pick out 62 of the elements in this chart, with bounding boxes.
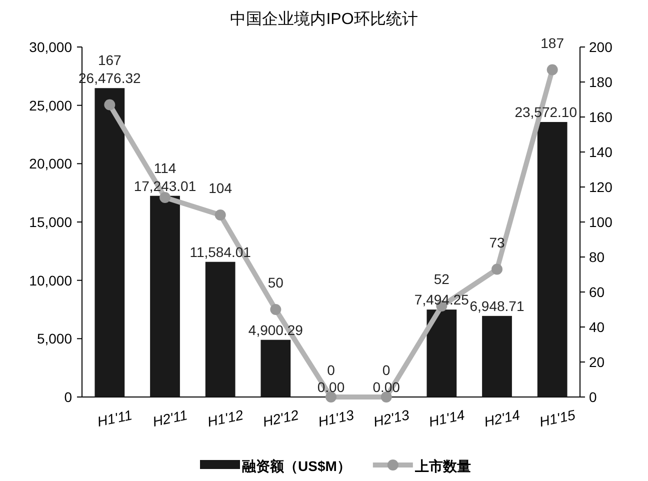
bar	[260, 340, 291, 397]
point	[104, 99, 116, 110]
data-label: 0.00	[372, 379, 400, 395]
point	[326, 392, 336, 402]
point	[546, 64, 558, 76]
data-label: 11,584.01	[190, 244, 252, 260]
x-tick-label: H1'14	[427, 406, 466, 430]
data-label: 187	[540, 34, 564, 51]
data-label: 7,494.25	[414, 292, 470, 308]
data-label: 104	[208, 180, 232, 196]
y-tick-label: 0	[64, 389, 72, 405]
y2-tick-label: 120	[589, 179, 613, 195]
y2-tick-label: 0	[589, 389, 597, 405]
x-tick-label: H1'13	[316, 406, 356, 430]
x-tick-label: H1'15	[538, 406, 577, 430]
y2-tick-label: 200	[589, 39, 613, 55]
point	[380, 392, 392, 402]
data-label: 0	[327, 362, 336, 378]
y-tick-label: 5,000	[36, 330, 72, 347]
y2-tick-label: 160	[589, 109, 613, 125]
legend-label: 融资额（US$M）	[242, 458, 351, 474]
x-tick-label: H2'12	[261, 406, 300, 430]
point	[270, 304, 282, 315]
y2-tick-label: 80	[589, 249, 605, 265]
bar	[482, 316, 512, 397]
legend-label: 上市数量	[414, 458, 471, 474]
data-label: 4,900.29	[248, 322, 304, 338]
y2-tick-label: 40	[589, 319, 605, 335]
data-label: 52	[434, 271, 450, 287]
data-label: 167	[98, 52, 122, 68]
data-label: 17,243.01	[134, 178, 196, 194]
point	[160, 192, 170, 203]
point	[214, 210, 226, 220]
bar	[94, 88, 125, 397]
y2-tick-label: 60	[589, 284, 605, 300]
y-tick-label: 30,000	[29, 39, 72, 55]
x-tick-label: H1'12	[206, 406, 245, 430]
y2-tick-label: 180	[589, 74, 613, 90]
y-tick-label: 10,000	[29, 272, 72, 288]
x-tick-label: H2'13	[372, 406, 411, 430]
data-label: 73	[489, 234, 505, 250]
bar	[150, 196, 180, 397]
x-tick-label: H2'11	[151, 406, 189, 430]
data-label: 50	[268, 274, 284, 290]
data-label: 0	[382, 362, 390, 378]
y2-tick-label: 20	[589, 354, 605, 370]
y-tick-label: 15,000	[29, 214, 72, 230]
data-label: 0.00	[317, 379, 345, 395]
data-label: 6,948.71	[470, 298, 524, 314]
y-tick-label: 25,000	[29, 97, 72, 114]
x-tick-label: H2'14	[482, 406, 522, 430]
data-label: 114	[154, 160, 176, 176]
bar	[537, 122, 568, 397]
bar	[426, 310, 457, 397]
x-tick-label: H1'11	[96, 406, 134, 430]
y-tick-label: 20,000	[29, 156, 72, 172]
data-label: 23,572.10	[514, 104, 578, 120]
point	[492, 264, 502, 275]
y2-tick-label: 100	[589, 214, 613, 230]
bar	[205, 262, 236, 397]
chart-title: 中国企业境内IPO环比统计	[230, 10, 418, 28]
y2-tick-label: 140	[589, 144, 613, 160]
